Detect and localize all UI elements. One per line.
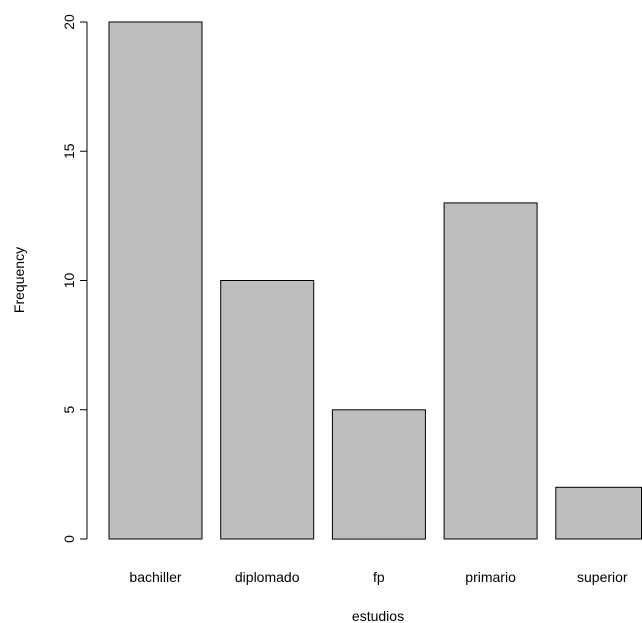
y-tick-label: 5	[61, 406, 77, 414]
bar-bachiller	[108, 21, 203, 540]
y-axis: 0 5 10 15 20	[61, 14, 88, 543]
category-label-diplomado: diplomado	[235, 569, 300, 585]
category-label-bachiller: bachiller	[129, 569, 181, 585]
y-tick-label: 10	[61, 273, 77, 289]
category-label-fp: fp	[373, 569, 385, 585]
y-tick-label: 20	[61, 14, 77, 30]
category-label-primario: primario	[465, 569, 516, 585]
y-axis-title: Frequency	[11, 247, 27, 313]
bar-superior	[555, 486, 642, 540]
category-label-superior: superior	[577, 569, 628, 585]
bar-diplomado	[220, 280, 315, 540]
y-tick-label: 0	[61, 535, 77, 543]
bar-primario	[443, 202, 538, 540]
y-tick-label: 15	[61, 143, 77, 159]
category-labels: bachiller diplomado fp primario superior	[129, 569, 627, 585]
bars	[108, 21, 642, 540]
bar-fp	[331, 409, 426, 540]
x-axis-title: estudios	[352, 608, 404, 623]
